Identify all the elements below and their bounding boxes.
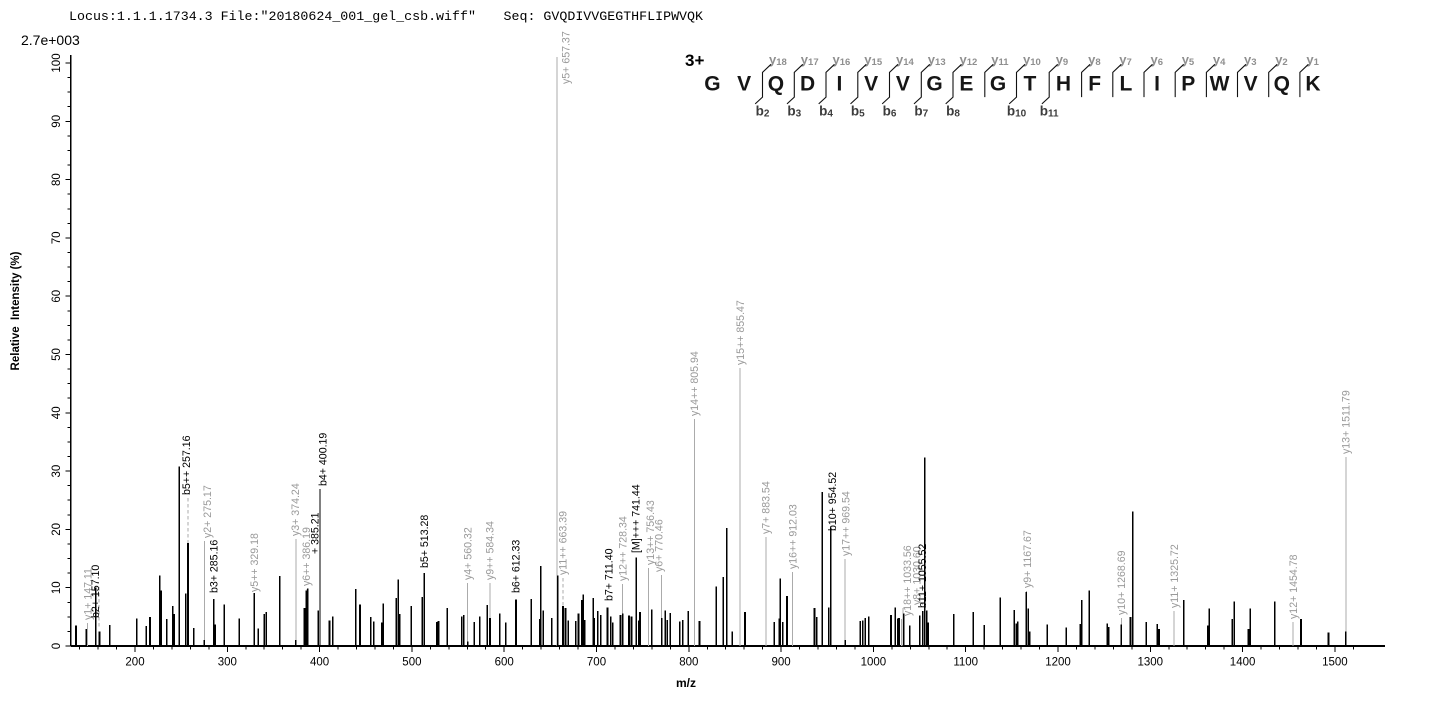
svg-text:I: I	[1154, 73, 1160, 96]
svg-text:y17++ 969.54: y17++ 969.54	[840, 491, 852, 556]
svg-text:60: 60	[51, 290, 63, 303]
svg-text:y2+ 275.17: y2+ 275.17	[202, 485, 214, 538]
svg-text:P: P	[1181, 73, 1195, 96]
svg-text:V: V	[1244, 73, 1258, 96]
svg-text:K: K	[1305, 73, 1320, 96]
svg-text:y11+ 1325.72: y11+ 1325.72	[1169, 544, 1181, 608]
svg-text:b5++ 257.16: b5++ 257.16	[181, 435, 193, 495]
svg-text:H: H	[1056, 73, 1071, 96]
svg-text:V: V	[737, 73, 751, 96]
svg-text:D: D	[800, 73, 815, 96]
svg-text:b7+ 711.40: b7+ 711.40	[604, 548, 616, 601]
svg-text:b11+ 1055.52: b11+ 1055.52	[917, 544, 929, 608]
svg-text:20: 20	[51, 523, 63, 536]
svg-text:1000: 1000	[861, 657, 887, 669]
svg-text:2.7e+003: 2.7e+003	[21, 32, 80, 48]
svg-text:1500: 1500	[1322, 657, 1348, 669]
svg-text:200: 200	[125, 657, 144, 669]
svg-text:80: 80	[51, 173, 63, 186]
svg-text:600: 600	[495, 657, 514, 669]
svg-text:y5+ 657.37: y5+ 657.37	[560, 31, 572, 84]
svg-text:y9++ 584.34: y9++ 584.34	[485, 521, 497, 580]
svg-text:1200: 1200	[1045, 657, 1071, 669]
svg-text:70: 70	[51, 232, 63, 245]
svg-text:y16++ 912.03: y16++ 912.03	[787, 504, 799, 569]
svg-text:b6+ 612.33: b6+ 612.33	[510, 540, 522, 593]
svg-text:y12+ 1454.78: y12+ 1454.78	[1288, 554, 1300, 619]
svg-text:y14++ 805.94: y14++ 805.94	[689, 351, 701, 416]
svg-text:m/z: m/z	[676, 676, 696, 690]
svg-text:+ 385.21: + 385.21	[309, 512, 321, 554]
svg-text:G: G	[704, 73, 720, 96]
svg-text:y13++ 756.43: y13++ 756.43	[645, 500, 657, 565]
svg-text:300: 300	[218, 657, 237, 669]
svg-text:y6++ 386.19: y6++ 386.19	[301, 527, 313, 586]
svg-text:1400: 1400	[1230, 657, 1256, 669]
svg-text:E: E	[959, 73, 973, 96]
svg-text:y4+ 560.32: y4+ 560.32	[462, 527, 474, 580]
svg-text:y13+ 1511.79: y13+ 1511.79	[1341, 390, 1353, 454]
svg-text:F: F	[1088, 73, 1101, 96]
svg-text:0: 0	[51, 643, 63, 649]
svg-text:T: T	[1023, 73, 1036, 96]
svg-text:90: 90	[51, 115, 63, 128]
svg-text:Locus:1.1.1.1734.3 File:"20180: Locus:1.1.1.1734.3 File:"20180624_001_ge…	[69, 9, 476, 24]
svg-text:30: 30	[51, 465, 63, 478]
svg-text:G: G	[990, 73, 1006, 96]
svg-text:b3+ 285.16: b3+ 285.16	[208, 540, 220, 593]
svg-text:y5++ 329.18: y5++ 329.18	[249, 533, 261, 592]
svg-text:y10+ 1268.69: y10+ 1268.69	[1116, 550, 1128, 615]
svg-text:b2+ 157.10: b2+ 157.10	[90, 565, 102, 618]
svg-text:y15++ 855.47: y15++ 855.47	[735, 300, 747, 365]
svg-text:L: L	[1119, 73, 1132, 96]
svg-text:W: W	[1210, 73, 1230, 96]
svg-text:G: G	[926, 73, 942, 96]
svg-text:y9+ 1167.67: y9+ 1167.67	[1022, 530, 1034, 588]
svg-text:V: V	[896, 73, 910, 96]
svg-text:y1+ 147.11: y1+ 147.11	[83, 568, 95, 620]
svg-text:y11++ 663.39: y11++ 663.39	[558, 511, 570, 575]
svg-text:Relative Intensity (%): Relative Intensity (%)	[10, 251, 22, 370]
svg-text:b10+ 954.52: b10+ 954.52	[827, 472, 839, 531]
svg-text:1100: 1100	[953, 657, 978, 669]
svg-text:Q: Q	[1274, 73, 1290, 96]
svg-text:b5+ 513.28: b5+ 513.28	[419, 515, 431, 568]
svg-text:y8+ 1030.60: y8+ 1030.60	[911, 546, 923, 605]
svg-text:10: 10	[51, 581, 63, 594]
svg-text:1300: 1300	[1138, 657, 1164, 669]
svg-text:I: I	[836, 73, 842, 96]
svg-text:Q: Q	[768, 73, 784, 96]
svg-text:700: 700	[587, 657, 606, 669]
svg-text:y12++ 728.34: y12++ 728.34	[617, 516, 629, 581]
svg-text:500: 500	[402, 657, 421, 669]
svg-text:50: 50	[51, 348, 63, 361]
svg-text:100: 100	[51, 53, 63, 72]
svg-text:y6+ 770.46: y6+ 770.46	[654, 519, 666, 572]
svg-text:y18++ 1033.56: y18++ 1033.56	[902, 545, 914, 616]
svg-text:b4+ 400.19: b4+ 400.19	[318, 433, 330, 486]
svg-text:800: 800	[679, 657, 698, 669]
svg-text:40: 40	[51, 406, 63, 419]
svg-text:y3+ 374.24: y3+ 374.24	[290, 483, 302, 536]
svg-text:Seq: GVQDIVVGEGTHFLIPWVQK: Seq: GVQDIVVGEGTHFLIPWVQK	[504, 9, 704, 24]
svg-text:900: 900	[772, 657, 791, 669]
svg-text:[M]+++ 741.44: [M]+++ 741.44	[631, 484, 643, 553]
svg-text:y7+ 883.54: y7+ 883.54	[761, 481, 773, 534]
svg-text:V: V	[864, 73, 878, 96]
svg-text:3+: 3+	[685, 51, 704, 70]
svg-text:400: 400	[310, 657, 329, 669]
